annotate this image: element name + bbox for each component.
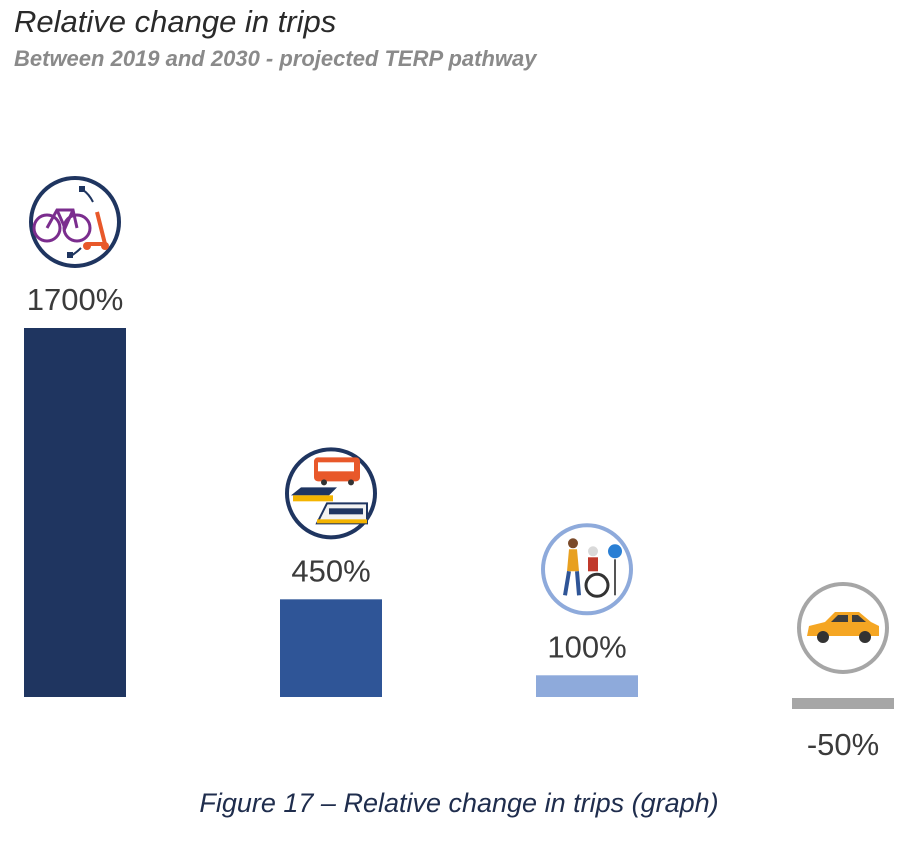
bar-1 (24, 328, 126, 697)
bar-value-label-2: 450% (291, 553, 370, 588)
chart-subtitle: Between 2019 and 2030 - projected TERP p… (14, 46, 537, 71)
car-icon (797, 582, 889, 674)
bus-ferry-train-icon (285, 447, 377, 540)
figure-caption: Figure 17 – Relative change in trips (gr… (199, 788, 719, 818)
bar-2 (280, 599, 382, 697)
chart-title: Relative change in trips (14, 4, 337, 39)
bar-value-label-4: -50% (807, 727, 879, 762)
walk-wheelchair-icon (541, 523, 633, 616)
bar-3 (536, 675, 638, 697)
bar-value-label-3: 100% (547, 629, 626, 664)
bar-4 (792, 698, 894, 709)
bike-scooter-icon (29, 176, 121, 268)
bar-value-label-1: 1700% (27, 282, 124, 317)
